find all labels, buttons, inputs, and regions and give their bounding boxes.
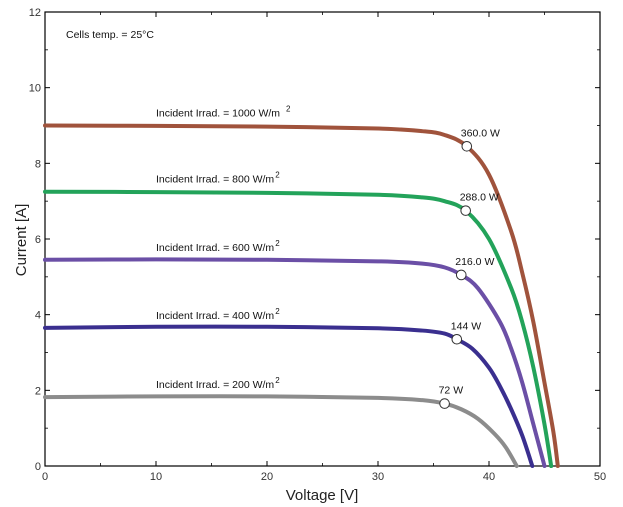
- mpp-power-label-4: 72 W: [439, 385, 464, 397]
- y-tick-label: 12: [29, 7, 41, 19]
- curve-label-text: Incident Irrad. = 1000 W/m: [156, 108, 280, 120]
- mpp-marker-1: [460, 205, 471, 216]
- axes-layer: 0 10 20 30 40 50 0 2 4 6 8 10 12: [29, 7, 606, 483]
- curve-label-text: Incident Irrad. = 800 W/m: [156, 174, 274, 186]
- y-tick-label: 2: [35, 385, 41, 397]
- curve-label-text: Incident Irrad. = 600 W/m: [156, 242, 274, 254]
- mpp-power-label-0: 360.0 W: [461, 127, 500, 139]
- cell-temperature-note: Cells temp. = 25°C: [66, 29, 154, 41]
- x-tick-label: 20: [261, 471, 273, 483]
- curve-label-4: Incident Irrad. = 200 W/m2: [156, 376, 280, 391]
- curve-label-3: Incident Irrad. = 400 W/m2: [156, 307, 280, 322]
- curve-label-text: Incident Irrad. = 200 W/m: [156, 379, 274, 391]
- iv-curve-1: [43, 189, 554, 468]
- y-axis-title: Current [A]: [13, 204, 30, 277]
- curve-label-0: Incident Irrad. = 1000 W/m 2: [156, 105, 291, 120]
- x-tick-label: 0: [42, 471, 48, 483]
- mpp-marker-4: [439, 398, 450, 409]
- mpp-marker-0: [461, 141, 473, 152]
- curve-label-sup: 2: [275, 376, 280, 385]
- labels-layer: Incident Irrad. = 1000 W/m 2 360.0 W Incide…: [156, 105, 500, 409]
- curve-label-sup: 2: [275, 307, 280, 316]
- x-tick-label: 10: [150, 471, 162, 483]
- y-tick-label: 8: [35, 158, 41, 170]
- mpp-power-label-3: 144 W: [451, 320, 481, 332]
- x-tick-label: 50: [594, 471, 606, 483]
- iv-curve-3: [43, 324, 535, 468]
- y-tick-label: 4: [35, 310, 41, 322]
- curve-label-sup: 2: [275, 239, 280, 248]
- iv-curve-4: [43, 394, 519, 468]
- curve-label-sup: 2: [275, 171, 280, 180]
- curve-label-sup: 2: [286, 105, 291, 114]
- mpp-marker-2: [455, 269, 467, 281]
- x-axis-title: Voltage [V]: [286, 487, 359, 504]
- y-tick-label: 10: [29, 83, 41, 95]
- mpp-power-label-1: 288.0 W: [460, 192, 499, 204]
- y-tick-label: 6: [35, 234, 41, 246]
- iv-curve-2: [43, 257, 547, 468]
- curve-label-text: Incident Irrad. = 400 W/m: [156, 310, 274, 322]
- curve-label-1: Incident Irrad. = 800 W/m2: [156, 171, 280, 186]
- x-tick-label: 30: [372, 471, 384, 483]
- mpp-marker-3: [451, 333, 463, 345]
- x-tick-label: 40: [483, 471, 495, 483]
- y-tick-label: 0: [35, 461, 41, 473]
- mpp-power-label-2: 216.0 W: [455, 256, 494, 268]
- series-layer: [43, 123, 560, 468]
- iv-curve-0: [43, 123, 560, 468]
- curve-label-2: Incident Irrad. = 600 W/m2: [156, 239, 280, 254]
